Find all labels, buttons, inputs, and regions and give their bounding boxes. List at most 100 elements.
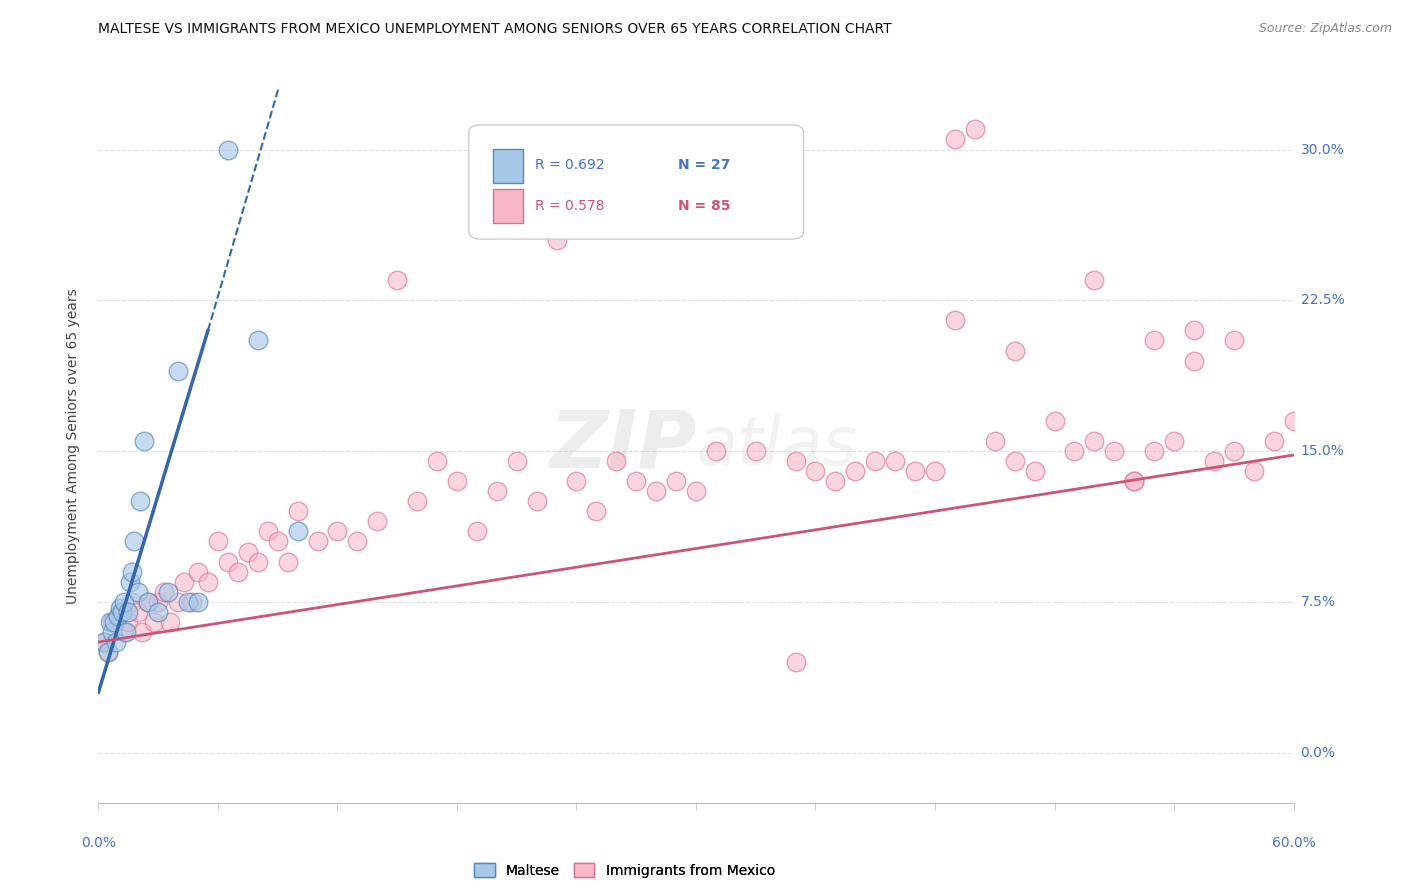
Text: ZIP: ZIP xyxy=(548,407,696,485)
Point xyxy=(256,524,278,539)
Point xyxy=(704,444,727,458)
Point xyxy=(129,494,152,508)
Point xyxy=(287,504,309,518)
Point xyxy=(526,494,548,508)
Point xyxy=(366,515,388,529)
Point xyxy=(1243,464,1265,478)
Point xyxy=(98,615,122,629)
Point xyxy=(1083,273,1105,287)
Point xyxy=(207,534,229,549)
Point xyxy=(124,534,146,549)
Point xyxy=(1182,353,1205,368)
Point xyxy=(97,645,120,659)
Text: 60.0%: 60.0% xyxy=(1271,836,1316,850)
Text: 0.0%: 0.0% xyxy=(82,836,115,850)
FancyBboxPatch shape xyxy=(494,149,523,184)
Point xyxy=(1182,323,1205,337)
Point xyxy=(101,624,124,639)
Point xyxy=(101,615,124,629)
Point xyxy=(134,434,156,448)
Point xyxy=(1163,434,1185,448)
Point xyxy=(924,464,946,478)
Point xyxy=(1104,444,1126,458)
Point xyxy=(426,454,449,468)
Point xyxy=(136,595,159,609)
Point xyxy=(804,464,827,478)
Point xyxy=(1024,464,1046,478)
Point xyxy=(943,132,966,146)
Point xyxy=(685,484,707,499)
Point xyxy=(1143,334,1166,348)
Point xyxy=(824,474,846,488)
Point xyxy=(485,484,508,499)
FancyBboxPatch shape xyxy=(494,189,523,223)
Point xyxy=(1004,343,1026,358)
Text: 22.5%: 22.5% xyxy=(1301,293,1344,307)
Point xyxy=(884,454,907,468)
Point xyxy=(267,534,290,549)
Point xyxy=(963,122,986,136)
Text: Source: ZipAtlas.com: Source: ZipAtlas.com xyxy=(1258,22,1392,36)
Point xyxy=(565,474,588,488)
Text: R = 0.692: R = 0.692 xyxy=(534,158,605,172)
Point xyxy=(105,635,128,649)
Text: R = 0.578: R = 0.578 xyxy=(534,199,605,213)
Point xyxy=(112,595,135,609)
Point xyxy=(745,444,768,458)
Point xyxy=(112,624,135,639)
Point xyxy=(167,595,190,609)
Point xyxy=(110,600,132,615)
Point xyxy=(117,615,139,629)
Point xyxy=(148,595,170,609)
Point xyxy=(177,595,200,609)
Point xyxy=(785,655,807,669)
Point xyxy=(121,565,143,579)
Point xyxy=(1223,334,1246,348)
Point xyxy=(546,233,568,247)
Point xyxy=(111,605,134,619)
Point xyxy=(1083,434,1105,448)
Point xyxy=(173,574,195,589)
Point xyxy=(120,574,142,589)
Point xyxy=(943,313,966,327)
Point xyxy=(665,474,688,488)
Point xyxy=(187,595,209,609)
Point xyxy=(863,454,886,468)
Point xyxy=(157,584,180,599)
Legend: Maltese, Immigrants from Mexico: Maltese, Immigrants from Mexico xyxy=(474,863,775,878)
Point xyxy=(127,605,149,619)
Point xyxy=(143,615,166,629)
Text: 15.0%: 15.0% xyxy=(1301,444,1344,458)
Point xyxy=(307,534,329,549)
Point xyxy=(136,595,159,609)
Point xyxy=(277,555,299,569)
Point xyxy=(844,464,866,478)
Point xyxy=(1143,444,1166,458)
Point xyxy=(131,624,153,639)
Point xyxy=(983,434,1005,448)
Point xyxy=(117,605,139,619)
Point xyxy=(236,544,259,558)
Point xyxy=(115,624,138,639)
Point xyxy=(167,363,190,377)
Point xyxy=(1043,414,1066,428)
Point xyxy=(326,524,349,539)
Text: atlas: atlas xyxy=(696,413,858,479)
Point xyxy=(346,534,368,549)
Point xyxy=(624,474,647,488)
Point xyxy=(217,555,239,569)
Point xyxy=(1263,434,1285,448)
Text: MALTESE VS IMMIGRANTS FROM MEXICO UNEMPLOYMENT AMONG SENIORS OVER 65 YEARS CORRE: MALTESE VS IMMIGRANTS FROM MEXICO UNEMPL… xyxy=(98,22,891,37)
Point xyxy=(181,595,204,609)
Point xyxy=(904,464,927,478)
Point xyxy=(187,565,209,579)
Point xyxy=(148,605,170,619)
Text: 7.5%: 7.5% xyxy=(1301,595,1336,608)
Point xyxy=(605,454,627,468)
Point xyxy=(1223,444,1246,458)
Point xyxy=(645,484,668,499)
Text: N = 85: N = 85 xyxy=(678,199,731,213)
Text: 30.0%: 30.0% xyxy=(1301,143,1344,156)
Point xyxy=(446,474,468,488)
Point xyxy=(121,595,143,609)
